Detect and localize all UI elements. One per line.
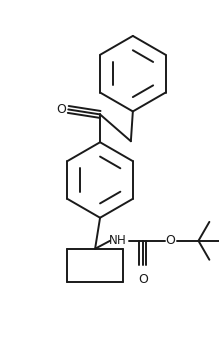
Text: O: O — [56, 103, 66, 116]
Text: H: H — [117, 234, 126, 247]
Text: N: N — [109, 234, 118, 247]
Text: O: O — [138, 272, 148, 286]
Text: O: O — [166, 234, 176, 247]
